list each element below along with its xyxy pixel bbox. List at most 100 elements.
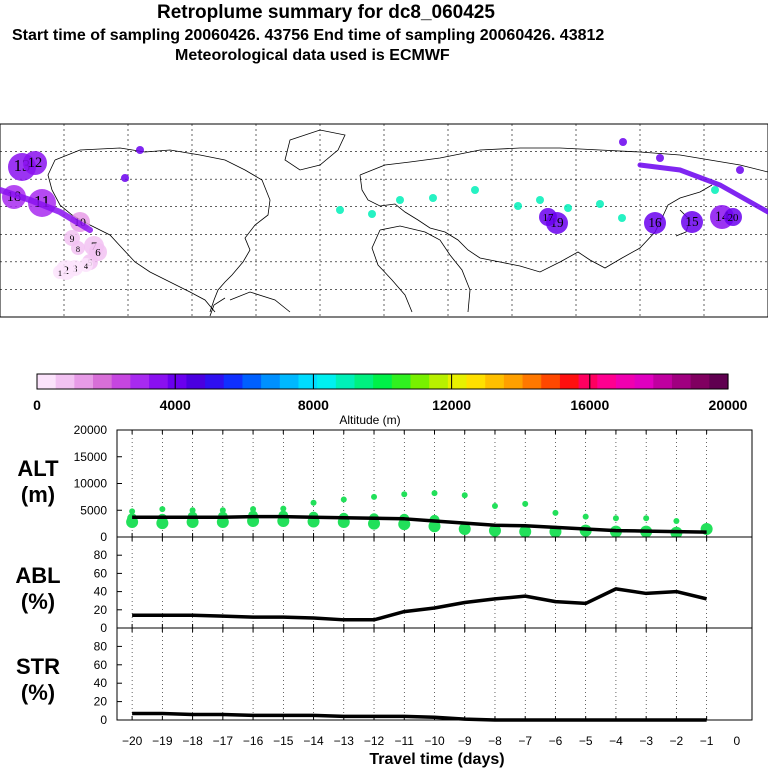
map-point-small: [536, 196, 544, 204]
map-plumes: 1312181110987654321191716151420: [0, 138, 768, 280]
panel-y-tick-label: 0: [100, 530, 107, 544]
coastline-north-america: [47, 147, 271, 313]
colorbar-swatch: [503, 374, 524, 389]
colorbar-swatch: [37, 374, 57, 389]
title: Retroplume summary for dc8_060425: [157, 2, 495, 23]
map-point-label: 17: [543, 212, 554, 224]
colorbar-swatch: [447, 374, 468, 389]
panel-y-tick-label: 15000: [74, 450, 108, 464]
x-tick-label: −13: [334, 734, 355, 748]
colorbar-swatch: [205, 374, 225, 389]
map-point-small: [596, 200, 604, 208]
colorbar-swatch: [541, 374, 561, 389]
panel-abl: 0 20 40 60 80 ABL(%): [15, 536, 753, 635]
alt-scatter-point: [552, 509, 559, 516]
map-point-small: [368, 210, 376, 218]
map-point-small: [396, 196, 404, 204]
map-panel: 1312181110987654321191716151420: [0, 123, 768, 318]
colorbar-swatch: [690, 374, 710, 389]
panel-y-tick-label: 40: [94, 676, 108, 690]
alt-scatter-point: [582, 513, 589, 520]
colorbar-swatch: [429, 374, 449, 389]
alt-scatter-point: [612, 515, 619, 522]
panel-str: 0 20 40 60 80 STR(%): [16, 627, 753, 727]
alt-scatter-point: [216, 516, 229, 529]
alt-scatter-point: [519, 525, 532, 538]
map-point-small: [136, 146, 144, 154]
colorbar-tick-label: 12000: [432, 397, 471, 413]
colorbar-swatch: [279, 374, 300, 389]
x-tick-label: −12: [364, 734, 385, 748]
panel-y-tick-label: 40: [94, 585, 108, 599]
alt-scatter-point: [156, 517, 169, 530]
colorbar-tick-label: 20000: [709, 397, 748, 413]
x-tick-label: −4: [609, 734, 623, 748]
colorbar-swatch: [186, 374, 206, 389]
alt-mean-line: [132, 514, 707, 534]
x-tick-label: −11: [395, 734, 415, 748]
colorbar-swatch: [653, 374, 673, 389]
colorbar-swatch: [373, 374, 393, 389]
map-point-label: 6: [95, 247, 101, 259]
panel-frame: [116, 627, 753, 721]
map-point-17: 17: [539, 208, 557, 226]
colorbar-swatch: [298, 374, 318, 389]
colorbar-tick-label: 16000: [570, 397, 609, 413]
map-point-label: 12: [28, 155, 42, 171]
met-data: Meteorological data used is ECMWF: [175, 47, 450, 64]
map-point-12: 12: [23, 151, 47, 175]
panel-y-tick-label: 60: [94, 566, 108, 580]
colorbar-swatch: [167, 374, 188, 389]
map-point-marker: [71, 241, 85, 255]
x-tick-label: −7: [518, 734, 532, 748]
colorbar-label: Altitude (m): [339, 413, 400, 427]
colorbar-swatch: [410, 374, 430, 389]
alt-scatter-point: [428, 520, 441, 533]
colorbar: 0 4000 8000 12000 16000 20000: [33, 373, 748, 413]
coastline-africa: [371, 225, 471, 313]
alt-scatter-point: [371, 493, 378, 500]
colorbar-swatch: [466, 374, 486, 389]
map-point-16: 16: [644, 212, 666, 234]
panel-y-tick-label: 20000: [74, 423, 108, 437]
panel-y-tick-label: 0: [100, 621, 107, 635]
alt-scatter-point: [310, 499, 317, 506]
map-point-label: 9: [70, 234, 75, 245]
alt-scatter-point: [368, 517, 381, 530]
panel-label-name: STR: [16, 654, 60, 679]
colorbar-swatch: [242, 374, 262, 389]
map-point-8: 8: [71, 241, 85, 255]
colorbar-swatch: [93, 374, 113, 389]
timeseries-panels: 05000100001500020000ALT(m)020406080ABL(%…: [15, 423, 753, 768]
map-point-small: [619, 138, 627, 146]
x-tick-label: −6: [549, 734, 563, 748]
map-grid: [0, 124, 768, 317]
x-axis-label: Travel time (days): [369, 751, 504, 768]
x-tick-label: −9: [458, 734, 472, 748]
alt-scatter-point: [159, 506, 166, 513]
alt-scatter-point: [458, 522, 471, 535]
map-trajectory: [637, 162, 768, 215]
map-point-1: 1: [53, 265, 67, 279]
alt-scatter-point: [280, 505, 287, 512]
colorbar-swatch: [149, 374, 169, 389]
map-point-label: 20: [728, 212, 739, 224]
x-tick-label: −10: [424, 734, 445, 748]
map-point-small: [121, 174, 129, 182]
alt-scatter-point: [431, 490, 438, 497]
alt-scatter-point: [491, 502, 498, 509]
map-point-label: 16: [648, 215, 662, 230]
map-point-20: 20: [724, 208, 742, 226]
str-line: [132, 711, 707, 722]
map-point-small: [656, 154, 664, 162]
colorbar-swatch: [578, 374, 598, 389]
coastline-south-america: [209, 291, 291, 317]
map-point-small: [564, 204, 572, 212]
colorbar-swatch: [261, 374, 281, 389]
x-tick-label: 0: [734, 734, 741, 748]
x-tick-label: −16: [243, 734, 264, 748]
colorbar-swatch: [391, 374, 412, 389]
x-tick-label: −14: [303, 734, 324, 748]
panel-y-tick-label: 20: [94, 603, 108, 617]
map-point-small: [429, 194, 437, 202]
